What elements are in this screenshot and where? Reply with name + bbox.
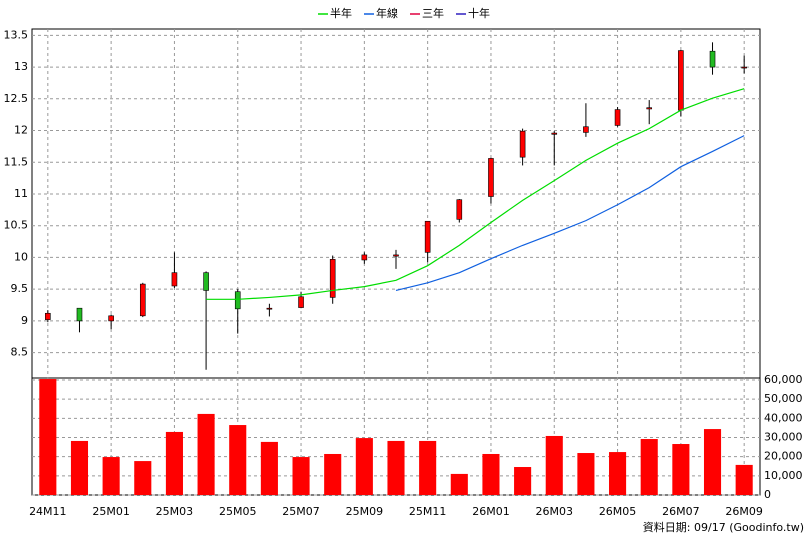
- volume-bar: [482, 453, 500, 495]
- ma-line: [395, 135, 745, 292]
- candle-body: [266, 307, 273, 310]
- x-tick-label: 26M03: [536, 505, 574, 518]
- candle-body: [203, 272, 209, 291]
- volume-bar: [545, 435, 563, 495]
- y2-tick-label: 40,000: [764, 411, 803, 424]
- volume-bar: [419, 440, 437, 495]
- x-tick-label: 26M09: [725, 505, 763, 518]
- x-tick-label: 25M07: [282, 505, 320, 518]
- candle-body: [108, 315, 114, 322]
- candle-body: [709, 50, 716, 68]
- x-tick-label: 24M11: [29, 505, 67, 518]
- y-tick-label: 12: [14, 124, 28, 137]
- candle-body: [298, 296, 304, 308]
- candle-body: [456, 199, 463, 220]
- candle-body: [614, 109, 621, 126]
- volume-bar: [514, 467, 532, 495]
- legend-label: 半年: [330, 6, 352, 20]
- candle-body: [519, 130, 526, 158]
- volume-bar: [735, 464, 753, 495]
- x-tick-label: 26M01: [472, 505, 510, 518]
- y-tick-label: 13: [14, 60, 28, 73]
- candle-body: [583, 126, 589, 133]
- volume-bar: [450, 473, 468, 495]
- volume-bar: [672, 444, 690, 495]
- y-tick-label: 8.5: [11, 346, 29, 359]
- y2-tick-label: 0: [764, 488, 771, 501]
- volume-bar: [324, 453, 342, 495]
- x-tick-label: 26M05: [599, 505, 637, 518]
- volume-bar: [134, 461, 152, 495]
- volume-bar: [229, 425, 247, 495]
- candle-body: [76, 307, 83, 322]
- x-tick-label: 25M01: [92, 505, 130, 518]
- legend-label: 年線: [376, 6, 398, 20]
- volume-bar: [260, 441, 278, 495]
- ma-line: [206, 88, 745, 300]
- candle-body: [646, 107, 653, 110]
- candle-body: [424, 220, 431, 253]
- y-tick-label: 11.5: [4, 155, 29, 168]
- candle-body: [171, 272, 178, 287]
- volume-bar: [609, 452, 627, 495]
- legend-label: 三年: [422, 6, 444, 20]
- candle-body: [678, 50, 684, 111]
- candle-body: [488, 158, 494, 197]
- volume-bar: [102, 457, 120, 495]
- candle-body: [45, 312, 51, 320]
- volume-bar: [70, 440, 89, 495]
- y-tick-label: 12.5: [4, 92, 29, 105]
- volume-bar: [197, 413, 215, 495]
- candle-body: [329, 259, 336, 298]
- y2-tick-label: 10,000: [764, 469, 803, 482]
- y2-tick-label: 20,000: [764, 450, 803, 463]
- y-tick-label: 9.5: [11, 282, 29, 295]
- volume-bar: [577, 453, 595, 495]
- y2-tick-label: 30,000: [764, 431, 803, 444]
- y-tick-label: 13.5: [4, 28, 29, 41]
- y-tick-label: 11: [14, 187, 28, 200]
- volume-bar: [165, 431, 183, 495]
- candle-body: [139, 283, 146, 317]
- x-tick-label: 25M05: [219, 505, 257, 518]
- candle-body: [551, 132, 558, 135]
- y-tick-label: 10: [14, 250, 28, 263]
- candle-body: [393, 254, 399, 257]
- volume-bar: [640, 439, 658, 495]
- volume-bar: [355, 438, 373, 495]
- candle-body: [741, 66, 747, 69]
- footer: 資料日期: 09/17 (Goodinfo.tw): [643, 520, 804, 534]
- volume-bar: [39, 379, 57, 495]
- x-tick-label: 25M09: [346, 505, 384, 518]
- candle-body: [361, 254, 368, 261]
- y-tick-label: 10.5: [4, 219, 29, 232]
- y2-tick-label: 50,000: [764, 392, 803, 405]
- volume-bar: [387, 440, 405, 495]
- volume-bar: [292, 457, 310, 495]
- x-tick-label: 25M03: [156, 505, 194, 518]
- volume-bar: [703, 429, 722, 495]
- candle-body: [234, 291, 241, 310]
- x-tick-label: 25M11: [409, 505, 447, 518]
- y-tick-label: 9: [21, 314, 28, 327]
- x-tick-label: 26M07: [662, 505, 700, 518]
- legend-label: 十年: [468, 6, 490, 20]
- y2-tick-label: 60,000: [764, 373, 803, 386]
